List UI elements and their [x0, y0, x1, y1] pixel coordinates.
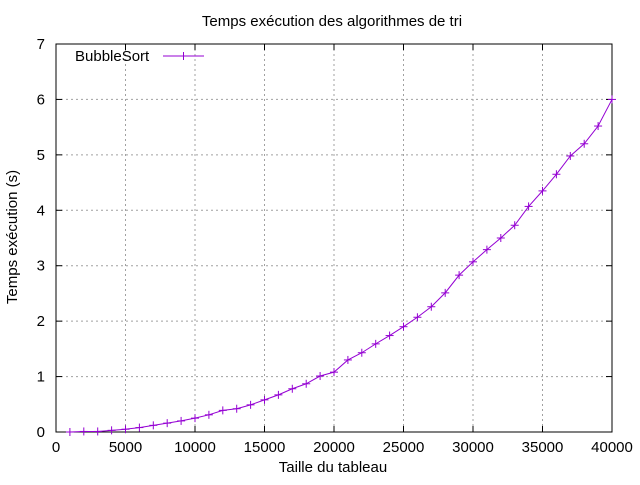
data-point	[608, 95, 616, 104]
data-point	[413, 313, 422, 322]
x-axis-title: Taille du tableau	[279, 459, 387, 476]
data-point	[496, 234, 505, 242]
axes: 0 5000 10000 15000 20000 25000 30000 35000 40000…	[37, 36, 633, 456]
chart-title: Temps exécution des algorithmes de tri	[202, 13, 462, 30]
data-point	[385, 331, 394, 340]
data-point	[552, 170, 561, 179]
data-point	[260, 395, 269, 404]
x-tick-label: 5000	[109, 439, 142, 456]
series-line-bubblesort	[69, 99, 613, 433]
legend-label-bubblesort: BubbleSort	[75, 48, 150, 65]
x-tick-label: 20000	[313, 439, 355, 456]
data-point	[399, 322, 408, 331]
y-tick-label: 6	[37, 91, 45, 108]
y-tick-label: 3	[37, 258, 45, 275]
data-point	[65, 428, 74, 436]
data-point	[482, 245, 491, 254]
data-point	[427, 302, 436, 311]
data-point	[246, 400, 255, 409]
data-point	[135, 423, 144, 432]
x-tick-label: 40000	[591, 439, 633, 456]
data-point	[330, 368, 338, 377]
data-point	[566, 151, 575, 160]
data-point	[469, 257, 477, 266]
data-point	[580, 139, 589, 148]
data-point	[177, 416, 186, 425]
x-tick-label: 30000	[452, 439, 494, 456]
data-point	[93, 427, 102, 436]
y-tick-label: 4	[37, 202, 45, 219]
data-point	[149, 421, 158, 430]
data-point	[288, 384, 297, 393]
y-tick-label: 1	[37, 369, 45, 386]
data-point	[274, 390, 283, 399]
data-point	[79, 427, 88, 436]
x-tick-label: 25000	[383, 439, 425, 456]
y-tick-label: 5	[37, 147, 45, 164]
series	[65, 95, 616, 436]
legend: BubbleSort	[75, 48, 204, 65]
data-point	[510, 221, 519, 230]
data-point	[371, 339, 380, 348]
data-point	[191, 414, 199, 423]
y-tick-label: 0	[37, 424, 45, 441]
data-point	[455, 271, 464, 280]
data-point	[107, 426, 116, 435]
x-tick-label: 10000	[174, 439, 216, 456]
data-point	[232, 404, 241, 413]
data-point	[357, 348, 366, 357]
x-tick-label: 35000	[522, 439, 564, 456]
data-point	[524, 202, 533, 211]
y-tick-label: 7	[37, 36, 45, 53]
data-point	[302, 379, 311, 388]
data-point	[343, 355, 352, 364]
y-axis-title: Temps exécution (s)	[4, 170, 21, 304]
data-point	[121, 425, 130, 434]
data-point	[204, 410, 213, 419]
data-point	[538, 186, 547, 195]
data-point	[594, 122, 603, 131]
data-point	[163, 419, 172, 428]
x-tick-label: 0	[52, 439, 60, 456]
data-point	[441, 288, 450, 297]
y-tick-label: 2	[37, 313, 45, 330]
data-point	[316, 372, 325, 381]
data-point	[218, 406, 227, 415]
x-tick-label: 15000	[244, 439, 286, 456]
